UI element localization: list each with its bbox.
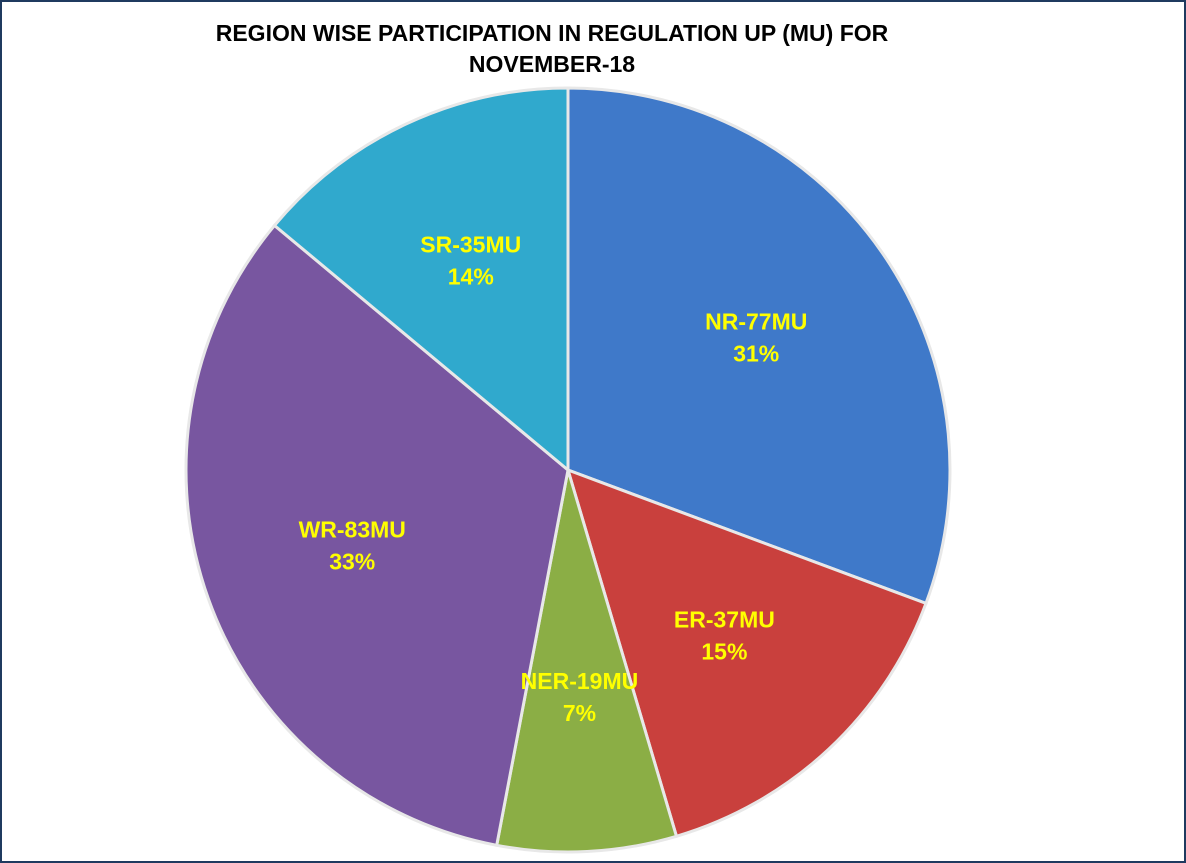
slice-percent: 33% bbox=[329, 548, 375, 574]
slice-percent: 15% bbox=[701, 639, 747, 665]
slice-label: SR-35MU bbox=[420, 232, 521, 258]
slice-label: ER-37MU bbox=[674, 607, 775, 633]
pie-slice bbox=[494, 469, 679, 854]
pie-slice bbox=[272, 86, 570, 474]
slice-percent: 7% bbox=[563, 700, 596, 726]
slice-label: NER-19MU bbox=[521, 668, 639, 694]
slice-label: WR-83MU bbox=[299, 516, 406, 542]
pie-slice bbox=[565, 467, 928, 839]
chart-title: REGION WISE PARTICIPATION IN REGULATION … bbox=[216, 20, 889, 46]
slice-percent: 31% bbox=[733, 340, 779, 366]
chart-subtitle: NOVEMBER-18 bbox=[469, 51, 635, 77]
pie-slice bbox=[184, 223, 570, 848]
pie-slice bbox=[566, 86, 952, 606]
slice-percent: 14% bbox=[448, 264, 494, 290]
slice-label: NR-77MU bbox=[705, 308, 807, 334]
